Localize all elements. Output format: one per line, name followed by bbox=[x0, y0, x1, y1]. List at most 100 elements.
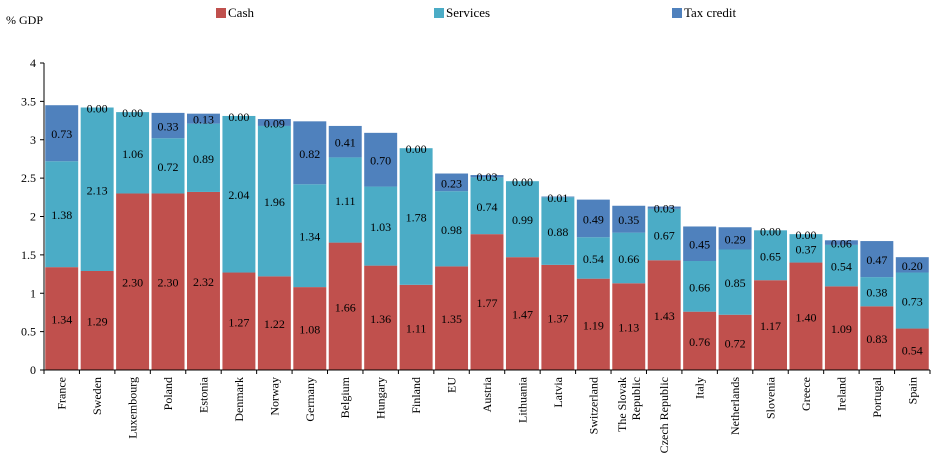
bar-0-5 bbox=[222, 272, 256, 370]
x-tick-label-23: Portugal bbox=[870, 376, 884, 417]
data-label-2-3: 0.33 bbox=[158, 120, 179, 134]
data-label-1-15: 0.54 bbox=[583, 252, 604, 266]
data-label-1-18: 0.66 bbox=[689, 280, 710, 294]
x-tick-label-16-1: Republic bbox=[629, 377, 643, 420]
bar-1-21 bbox=[789, 234, 823, 263]
bar-0-21 bbox=[789, 262, 823, 370]
bar-2-15 bbox=[576, 199, 610, 238]
x-tick-label-24: Spain bbox=[905, 377, 919, 404]
data-label-2-10: 0.00 bbox=[406, 142, 427, 156]
bar-1-18 bbox=[683, 261, 717, 312]
bar-2-19 bbox=[718, 227, 752, 250]
data-label-1-24: 0.73 bbox=[902, 295, 923, 309]
x-tick-label-0: France bbox=[55, 377, 69, 410]
data-label-2-8: 0.41 bbox=[335, 136, 356, 150]
bar-0-7 bbox=[293, 287, 327, 370]
data-label-2-4: 0.13 bbox=[193, 113, 214, 127]
data-label-2-18: 0.45 bbox=[689, 238, 710, 252]
data-label-2-16: 0.35 bbox=[618, 213, 639, 227]
x-tick-label-10: Finland bbox=[409, 377, 423, 414]
data-label-2-19: 0.29 bbox=[725, 232, 746, 246]
bar-1-22 bbox=[824, 244, 858, 287]
bar-1-14 bbox=[541, 197, 575, 265]
y-tick-label-2: 1 bbox=[30, 286, 36, 300]
data-label-2-9: 0.70 bbox=[370, 154, 391, 168]
bar-0-13 bbox=[505, 257, 539, 370]
bar-2-11 bbox=[435, 173, 469, 192]
y-axis: 0 0.5 1 1.5 2 2.5 3 3.5 4 bbox=[21, 56, 45, 377]
bar-0-24 bbox=[895, 328, 929, 370]
bar-0-11 bbox=[435, 266, 469, 370]
x-tick-label-15: Switzerland bbox=[586, 377, 600, 434]
data-label-0-22: 1.09 bbox=[831, 322, 852, 336]
x-tick-label-12: Austria bbox=[480, 376, 494, 412]
data-label-1-2: 1.06 bbox=[122, 147, 143, 161]
bar-1-1 bbox=[80, 107, 114, 271]
bar-0-3 bbox=[151, 193, 185, 370]
data-label-0-17: 1.43 bbox=[654, 309, 675, 323]
bar-0-6 bbox=[257, 276, 291, 370]
bar-0-0 bbox=[45, 267, 79, 370]
bar-2-0 bbox=[45, 105, 79, 162]
data-label-2-23: 0.47 bbox=[866, 253, 887, 267]
y-tick-label-8: 4 bbox=[30, 56, 36, 70]
legend-swatch-0 bbox=[216, 8, 226, 18]
data-label-1-21: 0.37 bbox=[795, 242, 816, 256]
data-label-2-24: 0.20 bbox=[902, 259, 923, 273]
bar-2-23 bbox=[860, 241, 894, 278]
data-label-0-19: 0.72 bbox=[725, 336, 746, 350]
data-label-2-15: 0.49 bbox=[583, 212, 604, 226]
bar-2-14 bbox=[541, 196, 575, 198]
x-tick-label-19: Netherlands bbox=[728, 377, 742, 435]
data-label-0-13: 1.47 bbox=[512, 308, 533, 322]
legend: Cash Services Tax credit bbox=[216, 5, 737, 20]
data-label-0-16: 1.13 bbox=[618, 321, 639, 335]
y-tick-label-1: 0.5 bbox=[21, 325, 36, 339]
data-label-0-21: 1.40 bbox=[795, 310, 816, 324]
y-tick-label-5: 2.5 bbox=[21, 171, 36, 185]
x-tick-label-4: Estonia bbox=[196, 376, 210, 413]
data-label-1-5: 2.04 bbox=[228, 188, 249, 202]
data-label-2-11: 0.23 bbox=[441, 176, 462, 190]
y-axis-label: % GDP bbox=[6, 13, 43, 27]
data-label-2-14: 0.01 bbox=[547, 191, 568, 205]
bar-1-3 bbox=[151, 138, 185, 194]
data-label-2-22: 0.06 bbox=[831, 237, 852, 251]
legend-label-0: Cash bbox=[228, 5, 255, 20]
data-label-1-16: 0.66 bbox=[618, 252, 639, 266]
bar-2-4 bbox=[187, 113, 220, 124]
data-label-0-18: 0.76 bbox=[689, 335, 710, 349]
data-label-0-0: 1.34 bbox=[51, 313, 72, 327]
data-label-1-3: 0.72 bbox=[158, 160, 179, 174]
x-tick-label-6: Norway bbox=[267, 377, 281, 416]
bar-0-4 bbox=[187, 191, 220, 370]
bar-1-12 bbox=[470, 177, 504, 235]
data-label-0-2: 2.30 bbox=[122, 276, 143, 290]
x-tick-label-3: Poland bbox=[161, 377, 175, 410]
x-tick-label-13: Lithuania bbox=[515, 376, 529, 423]
bar-0-15 bbox=[576, 278, 610, 370]
data-label-0-8: 1.66 bbox=[335, 300, 356, 314]
y-tick-label-7: 3.5 bbox=[21, 94, 36, 108]
data-label-1-11: 0.98 bbox=[441, 223, 462, 237]
data-label-2-21: 0.00 bbox=[795, 228, 816, 242]
bar-1-8 bbox=[328, 157, 362, 243]
bar-1-23 bbox=[860, 277, 894, 307]
bar-1-5 bbox=[222, 115, 256, 273]
bar-0-19 bbox=[718, 314, 752, 370]
data-label-0-1: 1.29 bbox=[87, 314, 108, 328]
bar-1-4 bbox=[187, 123, 220, 192]
data-label-2-17: 0.03 bbox=[654, 202, 675, 216]
bar-1-17 bbox=[647, 208, 681, 261]
bar-1-15 bbox=[576, 237, 610, 279]
bar-0-23 bbox=[860, 306, 894, 370]
x-tick-label-14: Latvia bbox=[551, 376, 565, 407]
bar-2-22 bbox=[824, 240, 858, 245]
x-tick-label-17: Czech Republic bbox=[657, 377, 671, 453]
bar-0-8 bbox=[328, 242, 362, 370]
bar-1-10 bbox=[399, 148, 433, 285]
y-tick-label-3: 1.5 bbox=[21, 248, 36, 262]
data-label-1-20: 0.65 bbox=[760, 249, 781, 263]
bar-0-22 bbox=[824, 286, 858, 370]
plot-area: 1.34 1.38 0.73 1.29 2.13 0.00 2.30 1.06 0.00 2.30… bbox=[45, 102, 929, 370]
